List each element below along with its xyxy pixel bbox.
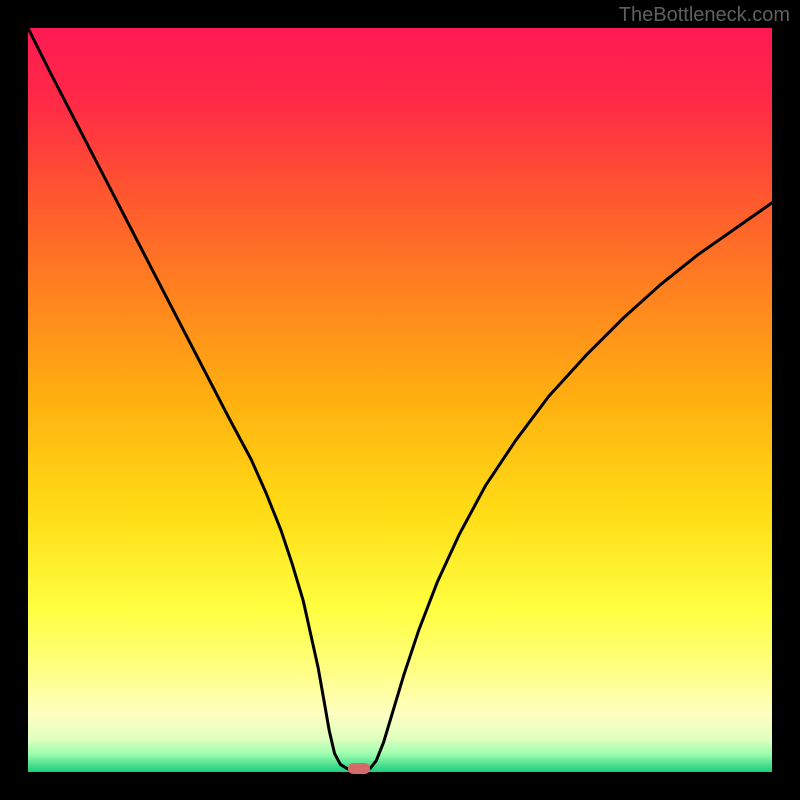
chart-plot-area [28,28,772,772]
watermark-text: TheBottleneck.com [619,4,790,27]
optimal-point-marker [348,763,370,774]
bottleneck-curve [28,28,772,770]
chart-curve-svg [28,28,772,772]
